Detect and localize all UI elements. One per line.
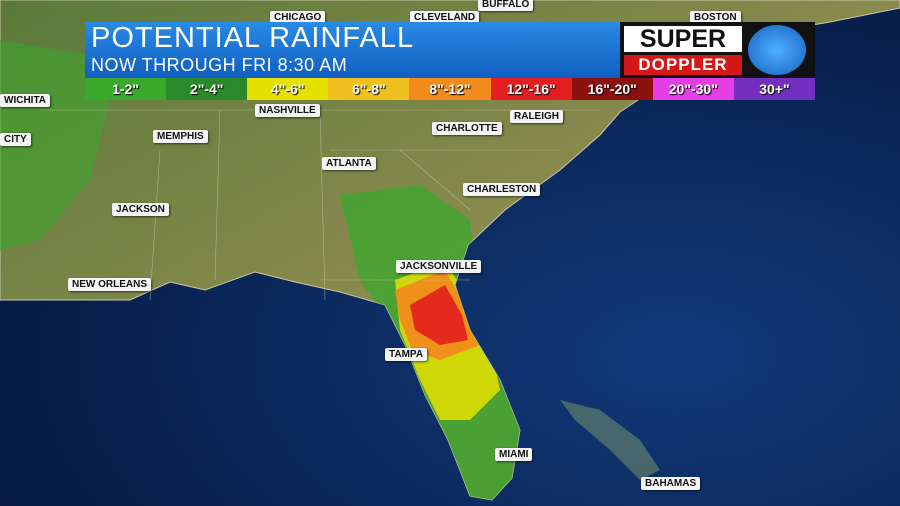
legend-item: 1-2" (85, 78, 167, 100)
legend-item: 8"-12" (409, 78, 491, 100)
logo-text: DOPPLER (624, 55, 742, 75)
city-label: NASHVILLE (255, 104, 320, 117)
city-label: RALEIGH (510, 110, 563, 123)
state-borders (40, 109, 600, 301)
legend-item: 12"-16" (490, 78, 572, 100)
city-label: CHICAGO (270, 11, 326, 24)
title: POTENTIAL RAINFALL (91, 22, 415, 54)
city-label: ATLANTA (322, 157, 376, 170)
city-label: CITY (0, 133, 31, 146)
city-label: BAHAMAS (641, 477, 701, 490)
city-label: TAMPA (385, 348, 428, 361)
legend-item: 20"-30" (652, 78, 734, 100)
legend-item: 30+" (733, 78, 815, 100)
legend-item: 2"-4" (166, 78, 248, 100)
city-label: NEW ORLEANS (68, 278, 151, 291)
legend-item: 6"-8" (328, 78, 410, 100)
legend-item: 16"-20" (571, 78, 653, 100)
islands (560, 400, 660, 480)
logo: SUPER DOPPLER (620, 22, 815, 78)
header: POTENTIAL RAINFALL NOW THROUGH FRI 8:30 … (85, 22, 620, 78)
city-label: BUFFALO (478, 0, 534, 11)
city-label: CHARLOTTE (432, 122, 502, 135)
city-label: MEMPHIS (153, 130, 208, 143)
logo-mark (748, 25, 806, 75)
subtitle: NOW THROUGH FRI 8:30 AM (91, 55, 348, 75)
city-label: CHARLESTON (463, 183, 541, 196)
city-label: BOSTON (690, 11, 741, 24)
city-label: MIAMI (495, 448, 533, 461)
city-label: CLEVELAND (410, 11, 480, 24)
rain-band (410, 285, 468, 345)
legend: 1-2" 2"-4" 4"-6" 6"-8" 8"-12" 12"-16" 16"-20" 2… (85, 78, 815, 100)
city-label: WICHITA (0, 94, 51, 107)
city-label: JACKSONVILLE (396, 260, 482, 273)
city-label: JACKSON (112, 203, 169, 216)
logo-text: SUPER (624, 26, 742, 52)
legend-item: 4"-6" (247, 78, 329, 100)
